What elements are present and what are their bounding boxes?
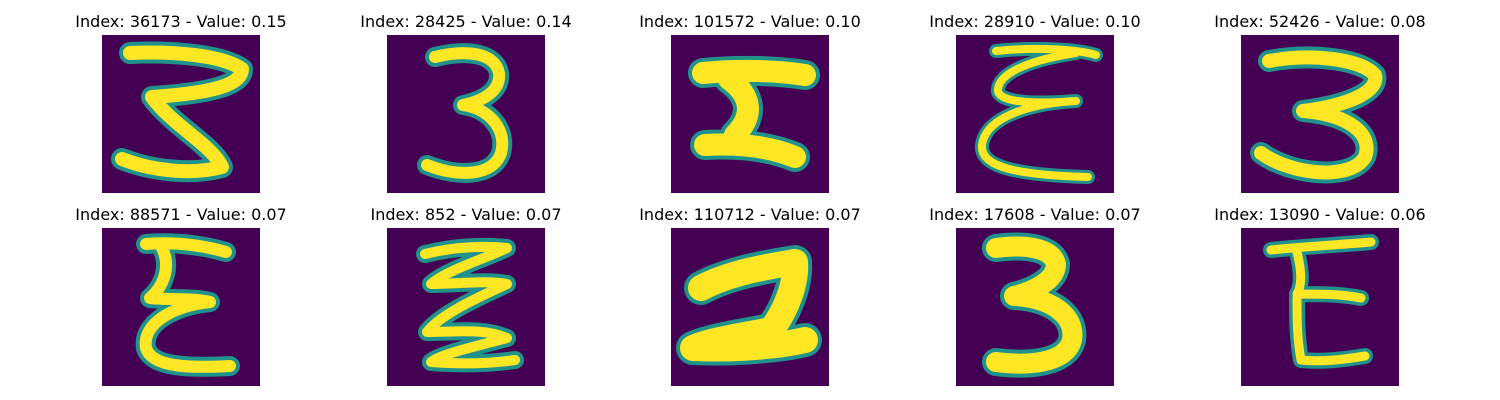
digit-panel [956,228,1114,386]
digit-image [671,228,829,386]
digit-glyph [1250,46,1387,184]
digit-glyph [688,55,820,172]
digit-glyph [676,245,822,366]
digit-glyph [416,237,524,373]
panel-title: Index: 852 - Value: 0.07 [370,205,562,224]
digit-glyph [982,232,1087,378]
digit-panel [1241,35,1399,193]
digit-image [102,35,260,193]
panel-title: Index: 110712 - Value: 0.07 [639,205,861,224]
digit-glyph [111,41,253,183]
panel-title: Index: 17608 - Value: 0.07 [929,205,1141,224]
panel-title: Index: 36173 - Value: 0.15 [75,12,287,31]
panel-title: Index: 13090 - Value: 0.06 [1214,205,1426,224]
digit-image [387,35,545,193]
digit-glyph [135,233,240,377]
digit-image [1241,228,1399,386]
digit-image [671,35,829,193]
digit-panel [671,35,829,193]
digit-panel [671,228,829,386]
digit-image [956,228,1114,386]
digit-glyph [975,41,1103,184]
digit-image [1241,35,1399,193]
panel-title: Index: 101572 - Value: 0.10 [639,12,861,31]
panel-title: Index: 88571 - Value: 0.07 [75,205,287,224]
digit-panel [102,228,260,386]
digit-panel [956,35,1114,193]
digit-image [102,228,260,386]
digit-glyph [417,43,513,183]
panel-title: Index: 52426 - Value: 0.08 [1214,12,1426,31]
digit-glyph [1263,234,1379,369]
digit-panel [1241,228,1399,386]
digit-panel [387,35,545,193]
digit-image [387,228,545,386]
panel-title: Index: 28910 - Value: 0.10 [929,12,1141,31]
digit-panel [102,35,260,193]
digit-panel [387,228,545,386]
panel-title: Index: 28425 - Value: 0.14 [360,12,572,31]
digit-image [956,35,1114,193]
